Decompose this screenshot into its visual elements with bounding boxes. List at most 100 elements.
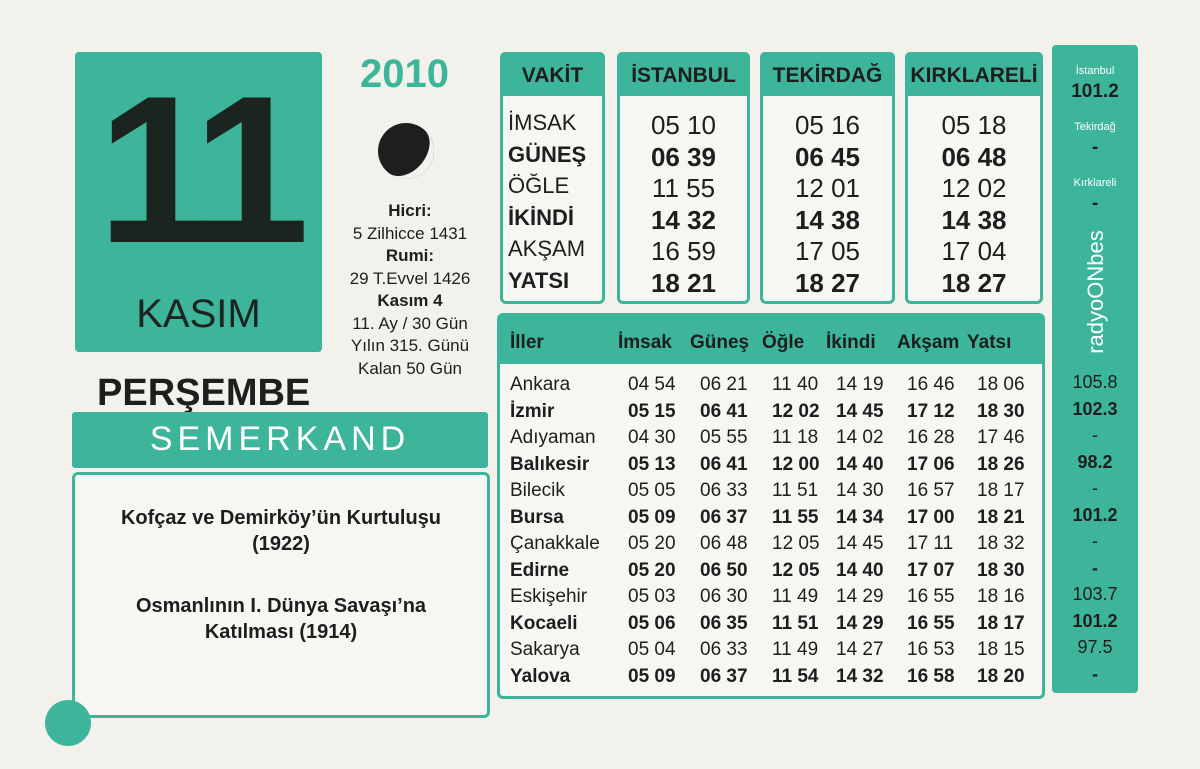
time: 17 06 — [907, 453, 955, 475]
vakit-name: YATSI — [508, 267, 570, 293]
time: 14 45 — [836, 400, 884, 422]
time: 14 29 — [836, 612, 884, 634]
radio-column: İstanbul 101.2 Tekirdağ - Kırklareli - radyoON… — [1052, 45, 1138, 693]
time: 17 46 — [977, 427, 1025, 448]
time: 14 27 — [836, 639, 884, 660]
info-line: 5 Zilhicce 1431 — [352, 223, 468, 243]
radio-freq: - — [1092, 663, 1098, 684]
radio-freq: 102.3 — [1072, 398, 1118, 419]
radio-city: İstanbul — [1075, 65, 1115, 77]
time: 16 28 — [907, 427, 955, 448]
city-name: Yalova — [510, 665, 571, 687]
time: 16 53 — [907, 639, 955, 660]
time: 06 30 — [700, 586, 748, 607]
info-line: Hicri: — [388, 201, 432, 220]
time: 14 29 — [836, 586, 884, 607]
time: 11 51 — [772, 480, 819, 501]
city-name: İzmir — [510, 400, 555, 422]
time: 05 18 — [941, 110, 1007, 140]
time: 14 34 — [836, 506, 884, 528]
time: 16 55 — [907, 586, 955, 607]
time: 16 58 — [907, 665, 955, 687]
column-header: Güneş — [690, 332, 750, 353]
radio-freq: - — [1091, 137, 1099, 158]
time: 18 15 — [977, 639, 1025, 660]
time: 18 16 — [977, 586, 1025, 607]
time: 18 06 — [977, 374, 1025, 395]
time: 12 00 — [772, 453, 820, 475]
time: 14 40 — [836, 453, 884, 475]
brand-banner — [72, 412, 488, 468]
time: 11 54 — [772, 665, 819, 687]
time: 11 40 — [772, 374, 819, 395]
time: 06 48 — [700, 533, 748, 554]
time: 05 04 — [628, 639, 676, 660]
column-header-band — [617, 52, 750, 96]
time: 14 30 — [836, 480, 884, 501]
time: 06 48 — [941, 141, 1007, 172]
event: Osmanlının I. Dünya Savaşı’na Katılması … — [135, 595, 427, 643]
time: 16 55 — [907, 612, 955, 634]
radio-city: Tekirdağ — [1074, 121, 1116, 133]
time: 14 38 — [941, 204, 1007, 235]
radio-logo: radyoONbes — [1083, 230, 1108, 354]
info-line: 29 T.Evvel 1426 — [349, 268, 471, 288]
time: 18 21 — [977, 506, 1025, 528]
time: 11 49 — [772, 586, 819, 607]
time: 18 27 — [941, 267, 1007, 298]
time: 14 32 — [650, 204, 717, 235]
time: 16 46 — [907, 374, 955, 395]
time: 06 41 — [700, 400, 748, 422]
city-name: Bilecik — [510, 480, 565, 501]
radio-freq: 103.7 — [1072, 584, 1118, 604]
time: 14 02 — [836, 427, 884, 448]
vakit-name: İKİNDİ — [508, 204, 574, 230]
vakit-name: GÜNEŞ — [508, 141, 587, 167]
time: 05 05 — [628, 480, 676, 501]
vakit-name: İMSAK — [508, 110, 577, 135]
time: 05 20 — [628, 559, 676, 581]
brand: SEMERKAND — [149, 420, 411, 458]
bottom-table: İller İmsak Güneş Öğle İkindi Akşam Yatsı Ankar… — [497, 313, 1045, 699]
time: 18 21 — [650, 267, 717, 298]
radio-freq: 101.2 — [1071, 81, 1119, 102]
year: 2010 — [360, 52, 449, 96]
time: 06 45 — [794, 141, 861, 172]
city-name: Sakarya — [510, 639, 580, 660]
column-header: İkindi — [826, 332, 876, 353]
time: 05 09 — [628, 665, 676, 687]
vakit-name: AKŞAM — [508, 236, 586, 261]
time: 17 04 — [941, 236, 1007, 266]
time: 16 57 — [907, 480, 955, 501]
info-line: Yılın 315. Günü — [350, 336, 470, 355]
weekday: PERŞEMBE — [97, 372, 311, 414]
time: 06 37 — [700, 506, 748, 528]
time: 06 41 — [700, 453, 748, 475]
time: 11 55 — [772, 506, 819, 528]
column-header: Öğle — [762, 332, 805, 353]
time: 11 51 — [772, 612, 819, 634]
column-header: Yatsı — [967, 332, 1012, 353]
time: 05 20 — [628, 533, 676, 554]
time: 14 19 — [836, 374, 884, 395]
city-name: Adıyaman — [510, 427, 596, 448]
time: 12 02 — [772, 400, 820, 422]
column-header: KIRKLARELİ — [910, 64, 1038, 87]
day-box — [75, 52, 322, 352]
vakit-name: ÖĞLE — [508, 173, 570, 198]
time: 18 17 — [977, 480, 1025, 501]
time: 17 11 — [907, 533, 954, 554]
month: KASIM — [136, 292, 261, 336]
header-band — [500, 316, 1042, 364]
time: 18 20 — [977, 665, 1025, 687]
time: 05 10 — [650, 110, 717, 140]
time: 05 55 — [700, 427, 748, 448]
time: 06 50 — [700, 559, 748, 581]
time: 12 01 — [794, 173, 861, 203]
radio-freq: - — [1092, 557, 1098, 578]
time: 04 54 — [628, 374, 676, 395]
time: 11 49 — [772, 639, 819, 660]
city-name: Edirne — [510, 559, 570, 581]
time: 14 40 — [836, 559, 884, 581]
